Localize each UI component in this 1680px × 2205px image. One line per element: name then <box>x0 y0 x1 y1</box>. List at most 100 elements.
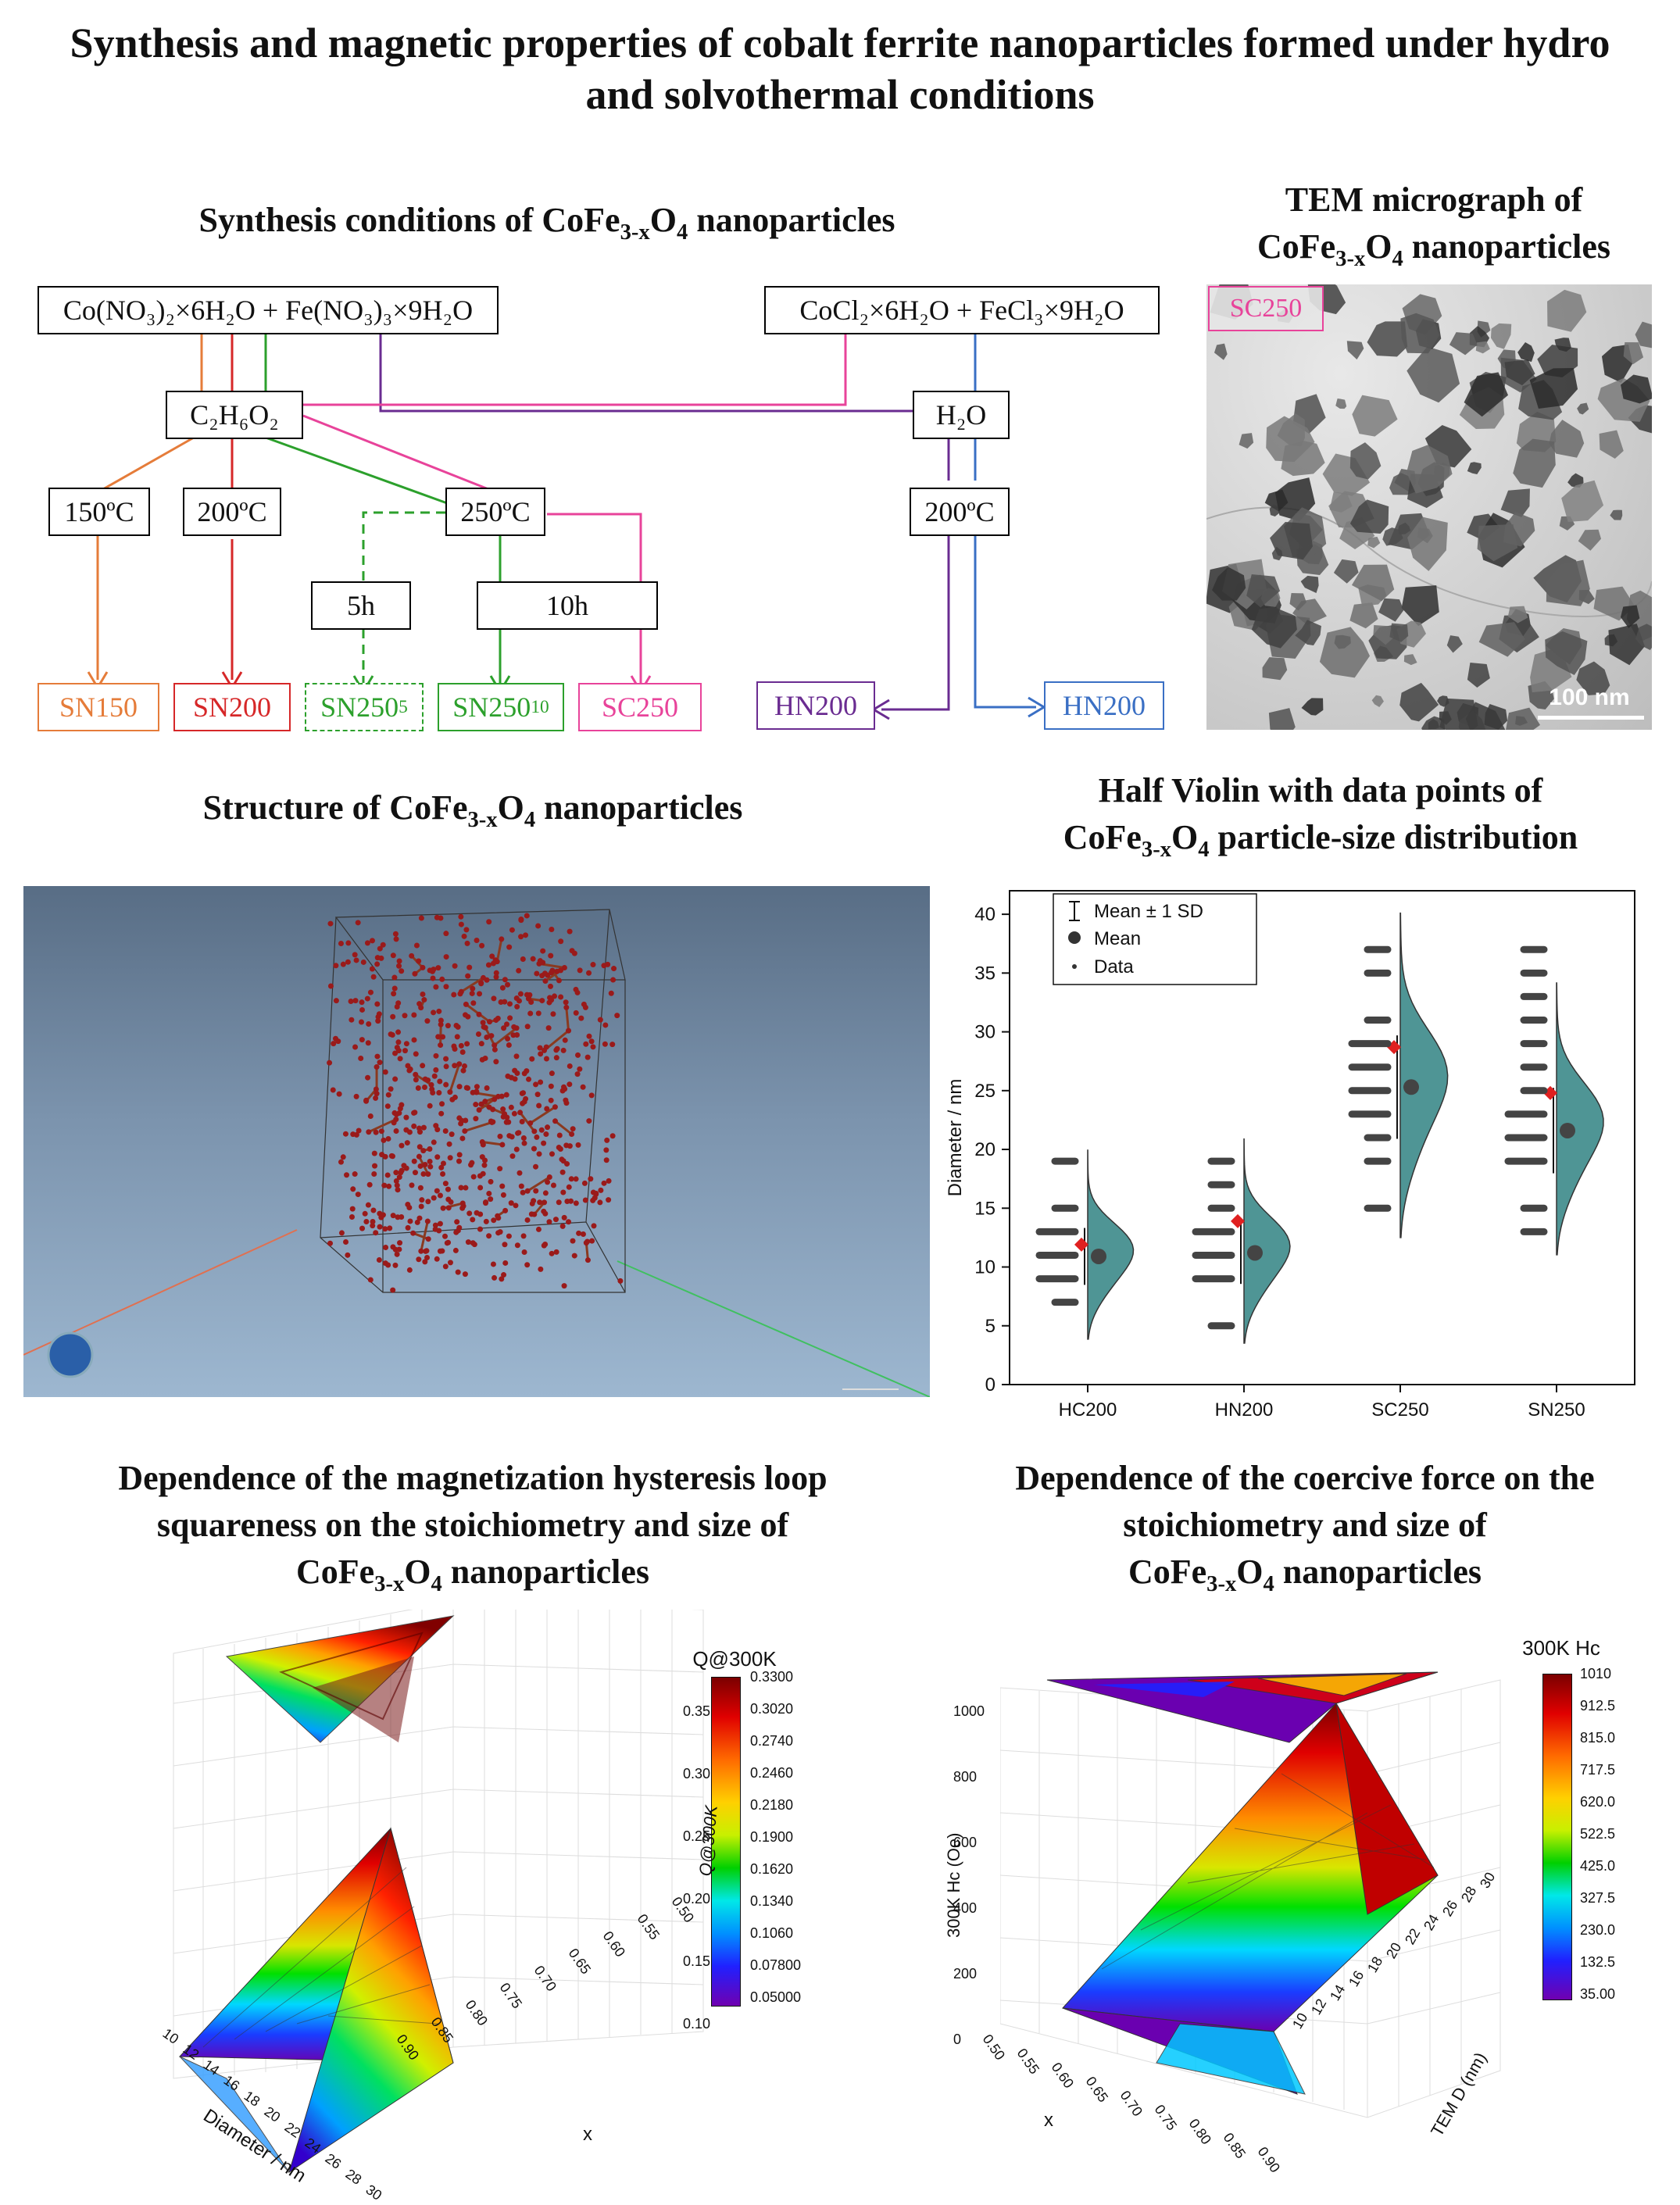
violin-half-sn250 <box>1556 982 1604 1256</box>
lattice-atom <box>484 1035 490 1041</box>
violin-y-tick-label: 10 <box>974 1257 995 1278</box>
violin-x-tick-label: HN200 <box>1215 1399 1274 1421</box>
lattice-atom <box>456 1084 463 1090</box>
lattice-atom <box>379 1152 385 1158</box>
tem-particle <box>1623 342 1644 365</box>
sample-sc250: SC250 <box>578 683 702 731</box>
lattice-atom <box>601 1180 607 1186</box>
lattice-atom <box>543 1056 549 1062</box>
lattice-atom <box>358 1055 364 1061</box>
lattice-atom <box>513 1146 520 1153</box>
lattice-atom <box>559 1169 566 1175</box>
lattice-atom <box>509 1074 515 1081</box>
lattice-atom <box>445 1023 451 1029</box>
lattice-atom <box>420 964 426 970</box>
lattice-atom <box>609 1042 616 1048</box>
tem-particle <box>1367 536 1381 549</box>
tem-particle <box>1289 592 1306 611</box>
lattice-atom <box>391 985 398 992</box>
lattice-atom <box>497 1166 503 1172</box>
tick-label: 24 <box>302 2135 324 2157</box>
lattice-atom <box>353 957 359 963</box>
violin-mean-point <box>1560 1122 1575 1138</box>
lattice-atom <box>411 1158 417 1164</box>
lattice-atom <box>390 1287 396 1293</box>
tem-particle <box>1346 341 1364 360</box>
lattice-atom <box>470 1000 477 1006</box>
lattice-atom <box>423 1248 429 1254</box>
lattice-atom <box>586 970 592 976</box>
tem-particle <box>1246 574 1281 608</box>
squareness-title: Dependence of the magnetization hysteres… <box>118 1459 827 1596</box>
lattice-atom <box>470 985 476 992</box>
lattice-atom <box>327 1240 334 1246</box>
lattice-atom <box>577 1066 583 1072</box>
lattice-atom <box>352 1171 358 1178</box>
lattice-atom <box>477 1185 484 1191</box>
lattice-atom <box>442 1263 449 1270</box>
lattice-atom <box>549 1151 555 1157</box>
legend-sd-label: Mean ± 1 SD <box>1094 901 1203 922</box>
lattice-atom <box>437 1220 443 1227</box>
lattice-atom <box>405 1224 411 1231</box>
lattice-atom <box>433 1067 439 1073</box>
lattice-atom <box>462 1271 468 1278</box>
time-5h-box: 5h <box>311 581 411 630</box>
tem-scale-bar <box>1538 716 1644 720</box>
lattice-atom <box>503 1119 509 1125</box>
lattice-atom <box>535 1010 542 1017</box>
tem-particle <box>1367 321 1408 357</box>
lattice-atom <box>397 1240 403 1246</box>
lattice-atom <box>369 966 375 972</box>
lattice-atom <box>433 1123 439 1129</box>
lattice-atom <box>538 1079 544 1085</box>
lattice-atom <box>584 1054 591 1060</box>
lattice-atom <box>344 1172 350 1178</box>
lattice-atom <box>396 1110 402 1117</box>
violin-mean-point <box>1403 1079 1419 1095</box>
violin-half-hn200 <box>1243 1138 1291 1344</box>
lattice-atom <box>527 1010 534 1017</box>
lattice-atom <box>546 1174 552 1180</box>
view-orientation-icon[interactable] <box>47 1331 94 1378</box>
lattice-atom <box>416 958 422 964</box>
lattice-atom <box>373 1129 379 1135</box>
tem-particle <box>1295 620 1321 645</box>
lattice-atom <box>495 1093 502 1099</box>
lattice-atom <box>469 990 475 996</box>
tick-label: 0.30 <box>683 1766 711 1782</box>
lattice-atom <box>511 1110 517 1117</box>
lattice-atom <box>614 1013 620 1019</box>
lattice-atom <box>590 1044 596 1050</box>
tem-particle <box>1545 631 1588 676</box>
tem-particle <box>1500 488 1530 517</box>
tem-particle <box>1517 341 1535 363</box>
lattice-atom <box>433 984 439 990</box>
structure-title: Structure of CoFe3-xO4 nanoparticles <box>202 788 743 832</box>
lattice-atom <box>507 1001 513 1007</box>
lattice-atom <box>425 1171 431 1178</box>
lattice-atom <box>394 1045 400 1051</box>
tem-particle <box>1464 372 1509 417</box>
lattice-atom <box>534 970 540 977</box>
lattice-atom <box>499 1142 506 1148</box>
lattice-atom <box>559 1156 565 1163</box>
lattice-atom <box>524 1024 531 1030</box>
lattice-atom <box>508 1104 514 1110</box>
lattice-atom <box>403 1041 409 1047</box>
tick-label: 0.1900 <box>750 1829 794 1845</box>
lattice-atom <box>479 1154 485 1160</box>
lattice-atom <box>570 1238 576 1244</box>
lattice-atom <box>558 994 564 1000</box>
lattice-atom <box>502 1111 508 1117</box>
lattice-atom <box>539 998 545 1004</box>
crystal-structure-view[interactable] <box>23 886 930 1397</box>
lattice-atom <box>526 1076 532 1082</box>
lattice-atom <box>611 966 617 972</box>
lattice-atom <box>531 1128 538 1135</box>
tem-particle <box>1349 499 1389 534</box>
lattice-atom <box>413 1077 419 1083</box>
lattice-atom <box>582 1197 588 1203</box>
lattice-atom <box>399 1213 405 1220</box>
lattice-atom <box>603 1157 609 1163</box>
